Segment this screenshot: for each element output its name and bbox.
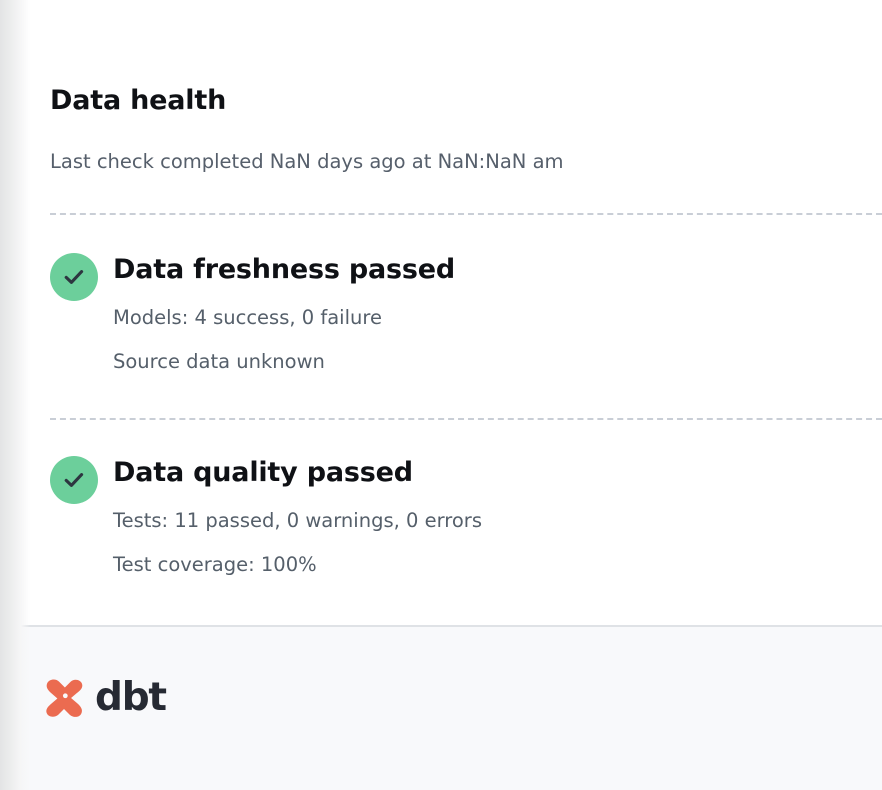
status-detail-source-data: Source data unknown <box>113 350 325 373</box>
dbt-brand: dbt <box>42 676 882 720</box>
status-title-data-freshness: Data freshness passed <box>113 254 456 285</box>
status-detail-test-coverage: Test coverage: 100% <box>113 553 317 576</box>
divider-between-checks <box>50 418 882 420</box>
status-row-data-freshness: Data freshness passed Models: 4 success,… <box>50 252 858 375</box>
status-detail-tests: Tests: 11 passed, 0 warnings, 0 errors <box>113 509 482 532</box>
last-check-status-text: Last check completed NaN days ago at NaN… <box>50 150 564 173</box>
status-detail-models: Models: 4 success, 0 failure <box>113 306 382 329</box>
status-body-data-quality: Data quality passed Tests: 11 passed, 0 … <box>98 455 482 578</box>
check-circle-icon <box>50 253 98 301</box>
status-row-data-quality: Data quality passed Tests: 11 passed, 0 … <box>50 455 858 578</box>
divider-below-header <box>50 213 882 215</box>
check-circle-icon <box>50 456 98 504</box>
panel-footer: dbt <box>0 625 882 790</box>
page-title: Data health <box>50 85 227 116</box>
dbt-wordmark: dbt <box>95 675 167 720</box>
status-title-data-quality: Data quality passed <box>113 457 413 488</box>
status-body-data-freshness: Data freshness passed Models: 4 success,… <box>98 252 455 375</box>
data-health-main: Data health Last check completed NaN day… <box>50 85 882 578</box>
dbt-logo-icon <box>46 679 83 717</box>
